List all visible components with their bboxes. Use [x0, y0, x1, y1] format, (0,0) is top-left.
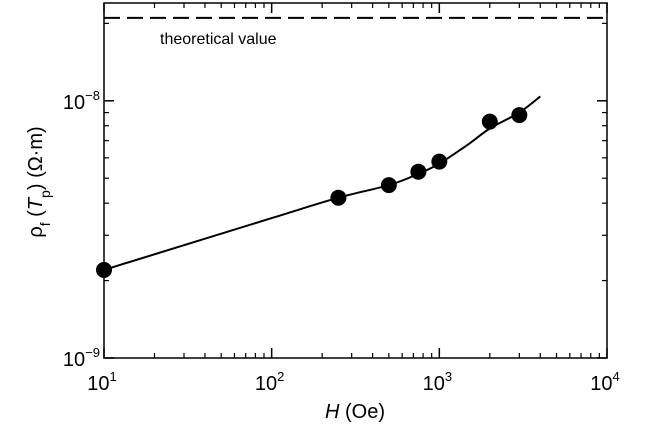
tick-labels: 101 102 103 104 10−9 10−8: [63, 88, 620, 395]
data-point: [380, 177, 397, 194]
y-tick-label: 10−9: [63, 345, 100, 371]
data-point: [96, 261, 112, 278]
data-points: [96, 107, 528, 278]
y-tick-label: 10−8: [63, 88, 100, 114]
axis-ticks: [103, 3, 608, 359]
y-axis-label: ρf (Tp) (Ω·m): [25, 126, 53, 237]
x-axis-label: H (Oe): [325, 401, 385, 423]
data-point: [431, 153, 448, 170]
data-point: [410, 163, 427, 180]
x-tick-label: 101: [87, 369, 116, 395]
x-tick-label: 102: [255, 369, 284, 395]
data-point: [511, 107, 528, 124]
plot-frame: [103, 2, 608, 359]
x-tick-label: 104: [590, 369, 619, 395]
data-point: [330, 189, 347, 206]
fit-curve: [103, 95, 541, 271]
x-tick-label: 103: [423, 369, 452, 395]
data-point: [481, 113, 498, 130]
theoretical-value-label: theoretical value: [160, 31, 277, 48]
